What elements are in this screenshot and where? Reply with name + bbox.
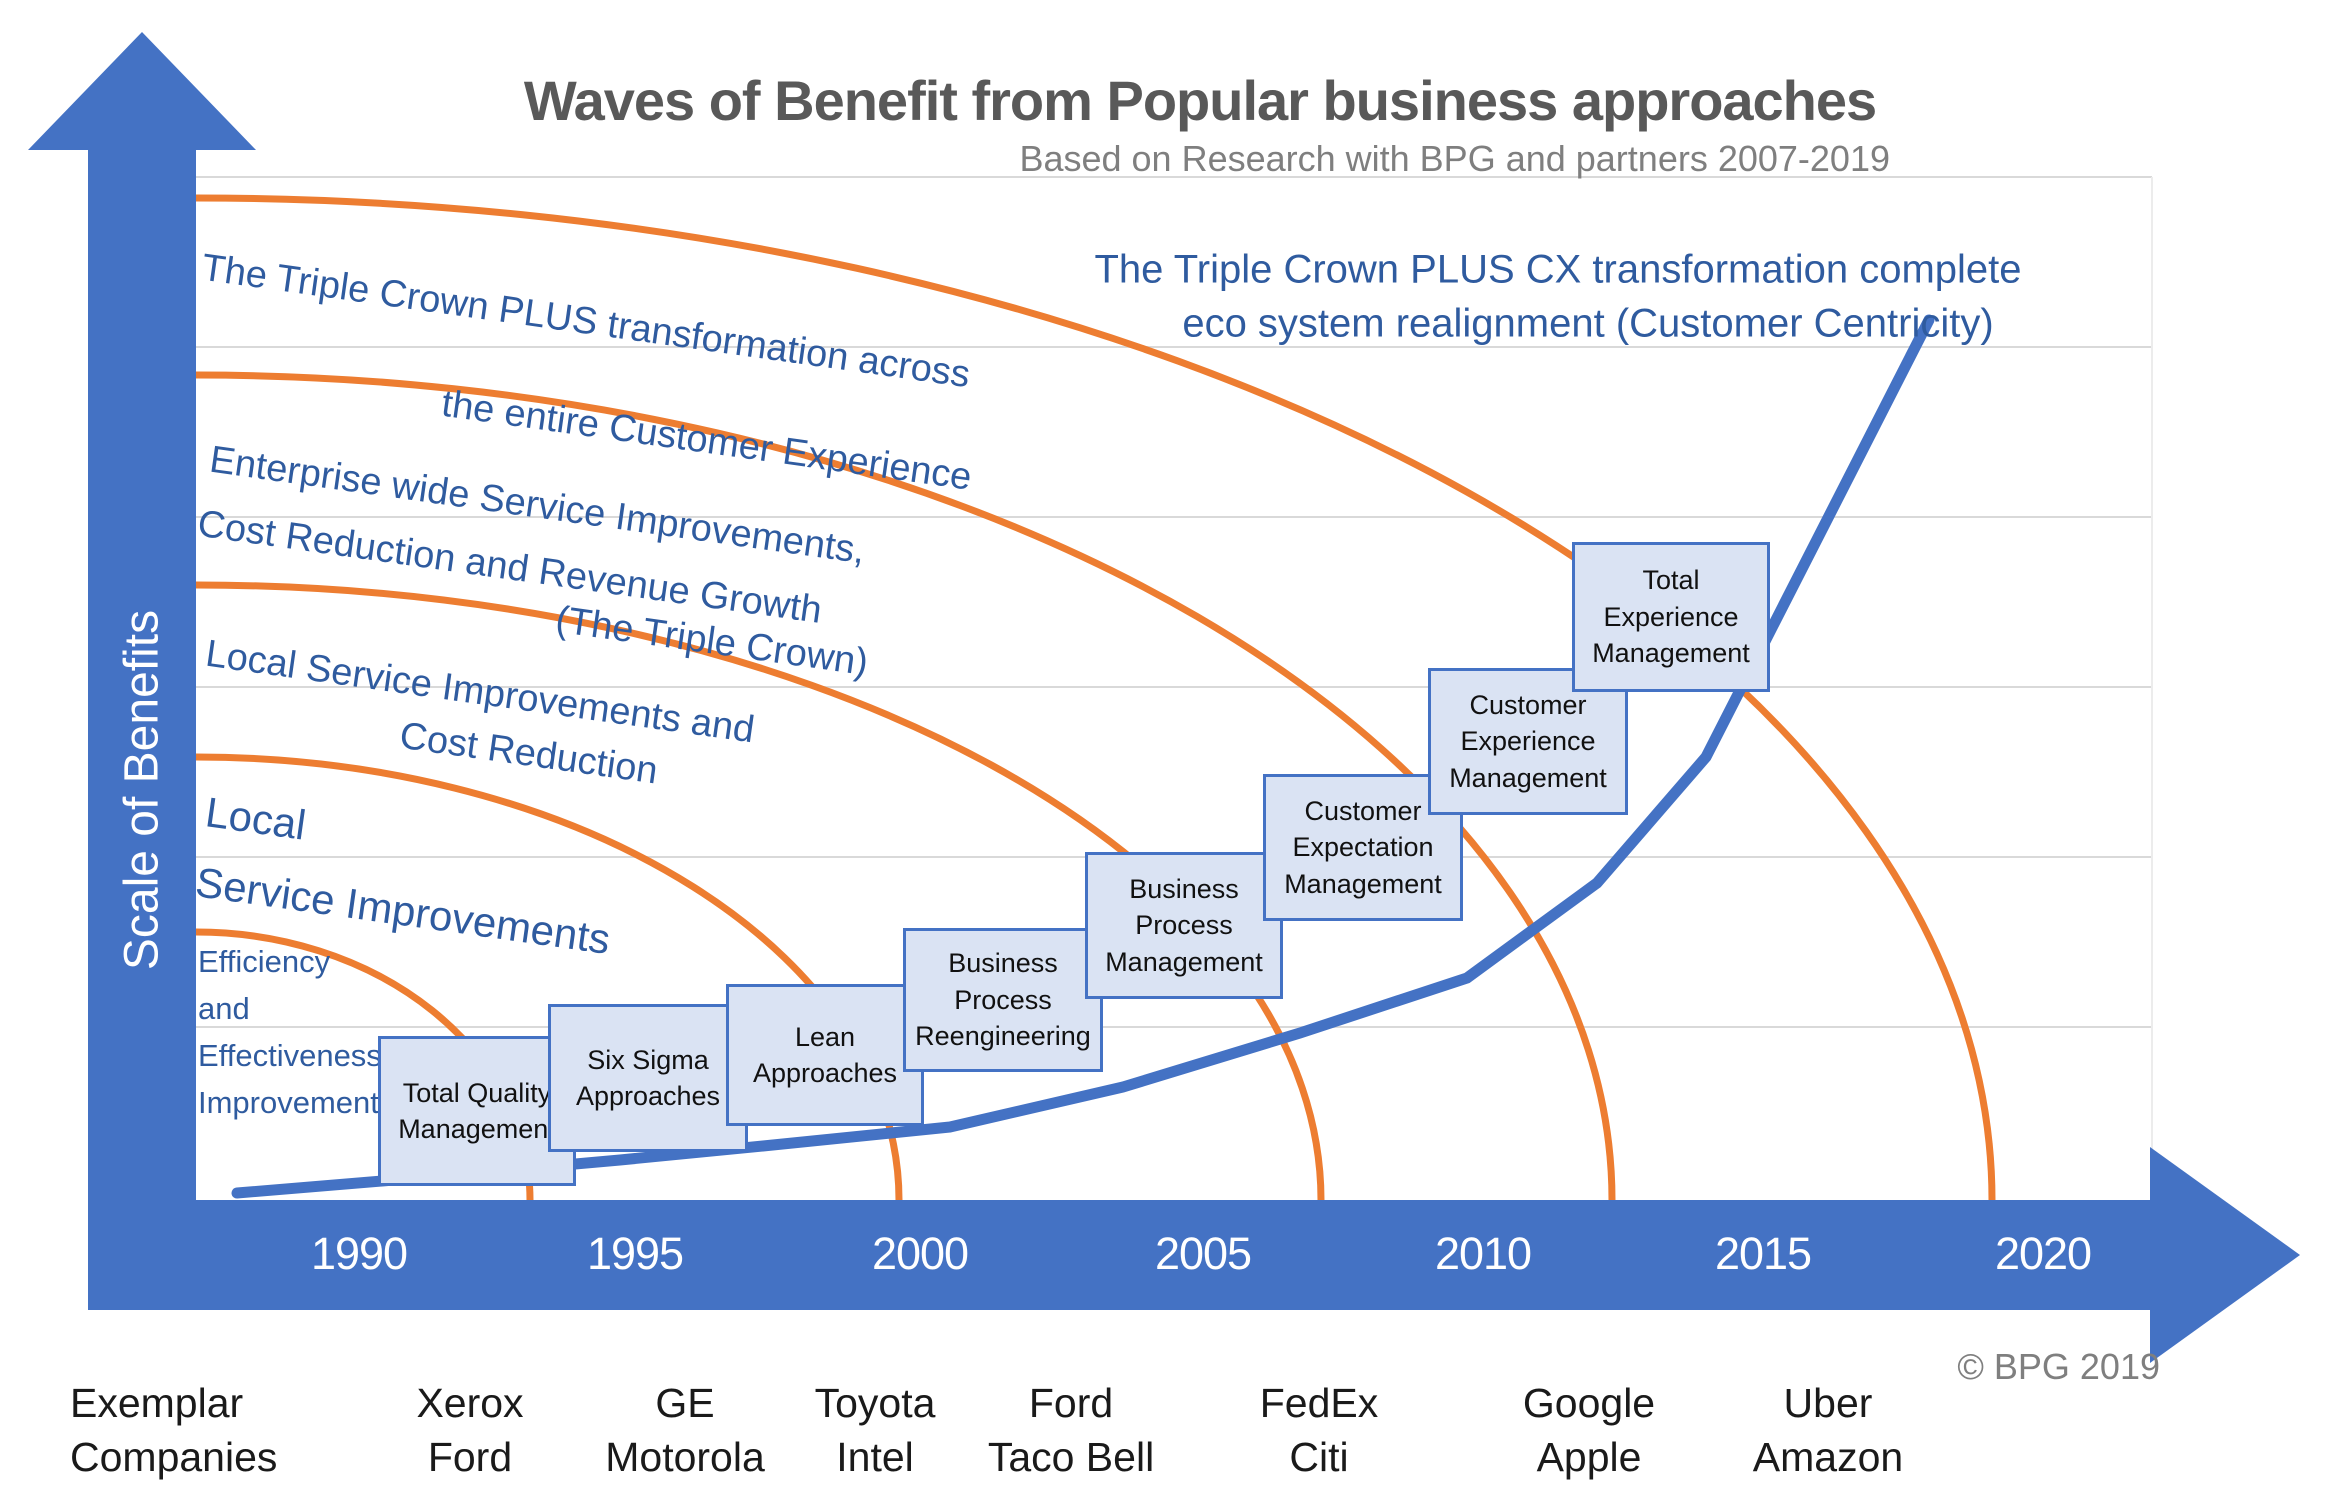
company-group-uber-amazon: Uber Amazon <box>1753 1376 1903 1484</box>
approach-box-business-process-management: Business Process Management <box>1085 852 1283 999</box>
wave-arc-4 <box>192 371 1616 1204</box>
wave-arc-5 <box>192 194 1996 1204</box>
y-axis-arrow <box>28 32 256 1310</box>
company-name: Google <box>1522 1380 1656 1426</box>
company-group-ge-motorola: GE Motorola <box>605 1376 765 1484</box>
approach-box-total-experience-management: Total Experience Management <box>1572 542 1770 692</box>
year-tick-2015: 2015 <box>1714 1228 1812 1279</box>
exemplar-heading-line: Exemplar <box>70 1380 244 1426</box>
company-name: FedEx <box>1259 1380 1379 1426</box>
approach-box-label: Six Sigma Approaches <box>575 1044 721 1111</box>
year-tick-2020: 2020 <box>1994 1228 2092 1279</box>
year-tick-1995: 1995 <box>586 1228 684 1279</box>
company-group-toyota-intel: Toyota Intel <box>815 1376 936 1484</box>
company-name: Motorola <box>605 1434 765 1481</box>
approach-box-label: Customer Expectation Management <box>1284 795 1442 899</box>
company-name: Taco Bell <box>987 1434 1155 1481</box>
wave-label-efficiency: Efficiency and Effectiveness Improvement <box>198 938 382 1126</box>
wave-label-cx-complete: eco system realignment (Customer Centric… <box>1182 301 1994 346</box>
company-name: Amazon <box>1752 1434 1904 1481</box>
approach-box-label: Business Process Management <box>1105 873 1263 977</box>
exemplar-heading-line: Companies <box>70 1434 278 1481</box>
approach-box-label: Customer Experience Management <box>1449 689 1607 793</box>
approach-box-lean: Lean Approaches <box>726 984 924 1126</box>
wave-label-line: Efficiency <box>198 944 331 979</box>
approach-box-label: Total Experience Management <box>1592 565 1750 669</box>
company-group-ford-tacobell: Ford Taco Bell <box>988 1376 1154 1484</box>
page-title: Waves of Benefit from Popular business a… <box>523 69 1877 132</box>
exemplar-companies-heading: Exemplar Companies <box>70 1376 277 1484</box>
company-name: Xerox <box>416 1380 524 1426</box>
copyright-note: © BPG 2019 <box>1957 1346 2160 1387</box>
year-tick-1990: 1990 <box>310 1228 408 1279</box>
company-name: Citi <box>1289 1434 1349 1481</box>
approach-box-six-sigma: Six Sigma Approaches <box>548 1004 748 1152</box>
x-axis-arrow <box>130 1147 2300 1363</box>
company-name: Ford <box>1028 1380 1114 1426</box>
wave-label-cx-complete: The Triple Crown PLUS CX transformation … <box>1094 247 2022 292</box>
company-name: Uber <box>1783 1380 1873 1426</box>
approach-box-customer-experience-management: Customer Experience Management <box>1428 668 1628 815</box>
y-axis-label: Scale of Benefits <box>115 609 169 971</box>
wave-label-line: and <box>198 991 250 1027</box>
page-subtitle: Based on Research with BPG and partners … <box>1019 138 1890 179</box>
wave-arc-3 <box>192 581 1325 1204</box>
wave-label-line: Improvement <box>198 1085 379 1121</box>
company-name: Apple <box>1536 1434 1642 1481</box>
wave-label-line: Effectiveness <box>198 1038 382 1074</box>
year-tick-2000: 2000 <box>871 1228 969 1279</box>
company-group-xerox-ford: Xerox Ford <box>416 1376 523 1484</box>
approach-box-label: Total Quality Management <box>398 1077 556 1144</box>
company-name: Ford <box>427 1434 513 1481</box>
company-group-fedex-citi: FedEx Citi <box>1260 1376 1379 1484</box>
approach-box-label: Lean Approaches <box>752 1021 898 1088</box>
approach-box-total-quality-management: Total Quality Management <box>378 1036 576 1186</box>
approach-box-business-process-reengineering: Business Process Reengineering <box>903 928 1103 1072</box>
company-name: GE <box>655 1380 715 1426</box>
company-name: Toyota <box>814 1380 936 1426</box>
year-tick-2005: 2005 <box>1154 1228 1252 1279</box>
year-tick-2010: 2010 <box>1434 1228 1532 1279</box>
company-name: Intel <box>836 1434 914 1481</box>
company-group-google-apple: Google Apple <box>1523 1376 1655 1484</box>
approach-box-label: Business Process Reengineering <box>915 948 1091 1052</box>
